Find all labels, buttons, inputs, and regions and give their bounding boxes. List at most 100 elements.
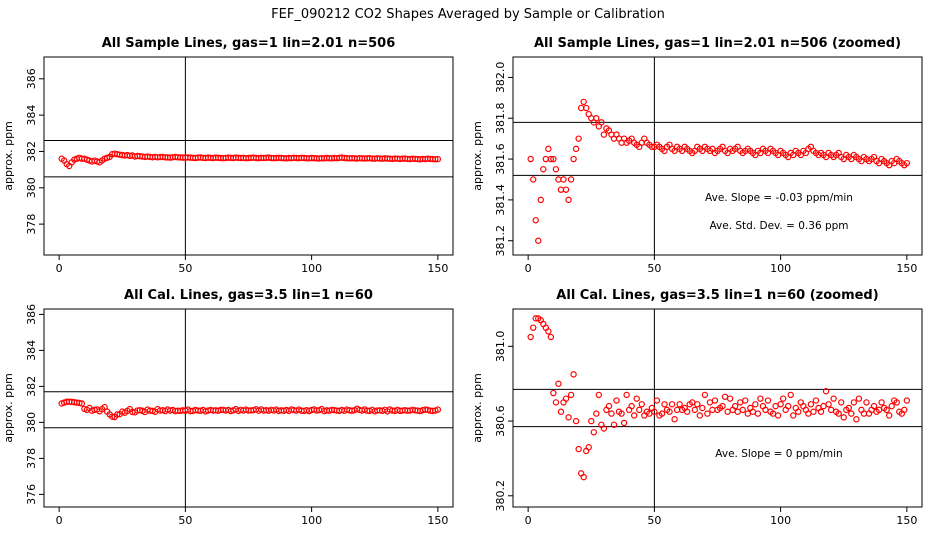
figure-title: FEF_090212 CO2 Shapes Averaged by Sample…	[271, 7, 665, 22]
data-point	[547, 333, 555, 341]
y-axis-label: approx. ppm	[471, 121, 484, 191]
y-tick-label: 384	[25, 340, 38, 361]
data-point	[557, 186, 565, 193]
y-tick-label: 376	[25, 484, 38, 505]
data-point	[593, 115, 600, 122]
data-point	[593, 410, 600, 417]
data-point	[699, 404, 706, 412]
x-tick-label: 100	[770, 262, 791, 275]
data-points	[58, 398, 442, 421]
data-point	[432, 156, 439, 163]
y-tick-label: 384	[25, 105, 38, 126]
y-axis-label: approx. ppm	[2, 373, 15, 443]
data-point	[779, 395, 787, 402]
x-tick-label: 100	[301, 262, 322, 275]
data-point	[812, 397, 820, 404]
data-point	[552, 399, 560, 406]
data-point	[651, 408, 658, 415]
plot-frame	[512, 308, 923, 508]
data-point	[613, 397, 620, 404]
data-point	[701, 391, 709, 399]
panel-title: All Sample Lines, gas=1 lin=2.01 n=506 (…	[534, 36, 901, 51]
data-point	[888, 402, 895, 410]
data-points	[58, 150, 442, 170]
data-point	[600, 131, 608, 138]
data-point	[853, 416, 860, 423]
data-point	[739, 406, 746, 414]
data-point	[870, 402, 878, 410]
y-tick-label: 378	[25, 214, 38, 235]
x-tick-label: 150	[896, 514, 917, 527]
plot-frame	[512, 56, 923, 256]
data-point	[848, 410, 855, 417]
data-point	[719, 402, 726, 410]
data-point	[653, 397, 661, 404]
data-point	[529, 324, 537, 331]
data-point	[795, 408, 802, 415]
data-point	[570, 155, 577, 163]
data-point	[567, 391, 575, 399]
data-point	[76, 399, 83, 407]
data-point	[567, 176, 575, 183]
data-point	[630, 412, 638, 419]
plot-frame	[43, 56, 454, 256]
y-tick-label: 381.8	[494, 102, 507, 134]
data-point	[673, 406, 681, 414]
data-point	[608, 410, 615, 417]
data-point	[565, 414, 572, 421]
x-tick-label: 150	[427, 262, 448, 275]
data-point	[726, 395, 734, 402]
data-point	[545, 328, 552, 335]
data-point	[724, 408, 731, 415]
panel-cal-lines: All Cal. Lines, gas=3.5 lin=1 n=60 0 50 100…	[2, 288, 454, 527]
data-point	[562, 186, 570, 193]
data-point	[845, 404, 852, 412]
data-points	[527, 98, 911, 244]
data-point	[734, 408, 741, 415]
data-point	[552, 166, 560, 173]
y-tick-label: 380	[25, 177, 38, 198]
data-point	[550, 155, 557, 163]
y-tick-label: 386	[25, 68, 38, 89]
data-point	[542, 155, 550, 163]
data-point	[633, 395, 640, 402]
y-tick-label: 382	[25, 376, 38, 397]
data-point	[545, 145, 552, 153]
data-point	[825, 401, 832, 408]
data-point	[764, 397, 772, 404]
data-point	[694, 401, 701, 408]
data-point	[590, 429, 597, 436]
y-tick-label: 378	[25, 448, 38, 469]
x-tick-label: 50	[178, 262, 192, 275]
data-point	[570, 371, 577, 378]
data-point	[903, 159, 911, 167]
data-point	[671, 416, 678, 423]
data-point	[547, 155, 555, 163]
data-point	[777, 401, 784, 408]
data-point	[830, 395, 837, 402]
data-point	[668, 401, 676, 408]
x-tick-label: 150	[427, 514, 448, 527]
data-point	[560, 176, 567, 183]
data-point	[696, 412, 704, 419]
data-point	[595, 391, 603, 399]
data-point	[893, 399, 900, 406]
panel-title: All Cal. Lines, gas=3.5 lin=1 n=60 (zoom…	[556, 288, 878, 303]
data-point	[577, 104, 585, 112]
data-point	[555, 176, 562, 183]
data-point	[820, 402, 827, 410]
data-point	[605, 402, 613, 410]
data-point	[588, 417, 595, 425]
data-point	[903, 397, 911, 404]
data-point	[572, 417, 580, 425]
data-point	[709, 406, 716, 414]
data-point	[817, 408, 825, 415]
data-point	[827, 406, 835, 414]
data-point	[583, 104, 590, 112]
y-tick-label: 380.2	[494, 480, 507, 512]
x-tick-label: 0	[56, 514, 63, 527]
data-point	[878, 399, 885, 406]
data-point	[704, 410, 711, 417]
data-point	[618, 410, 625, 417]
